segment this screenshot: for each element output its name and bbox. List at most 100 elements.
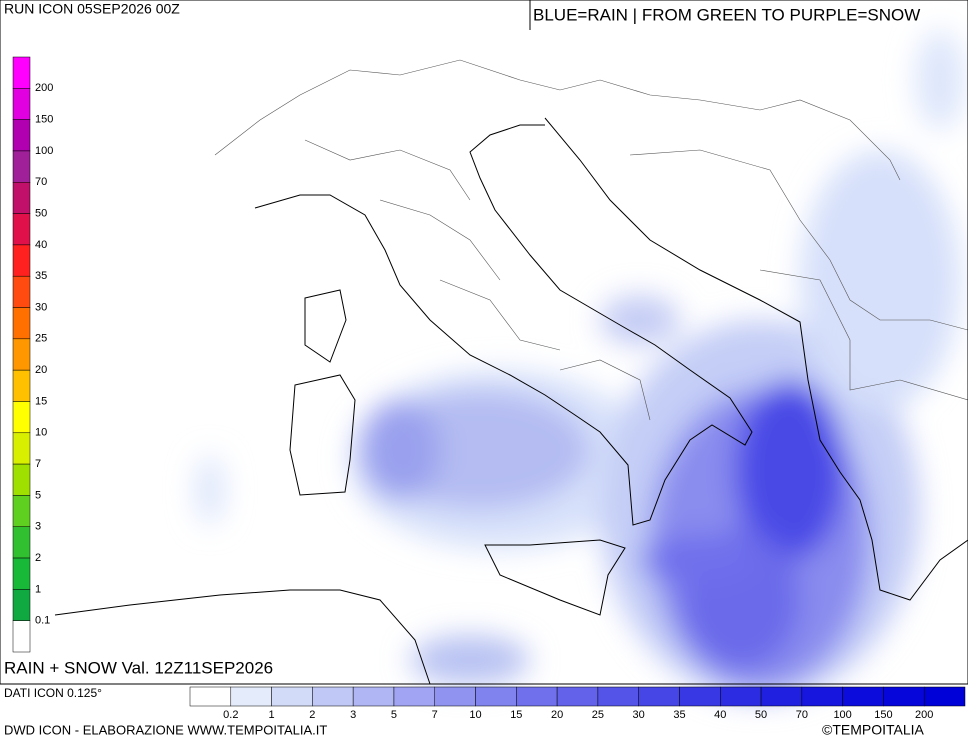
credit: DWD ICON - ELABORAZIONE WWW.TEMPOITALIA.… bbox=[4, 722, 327, 737]
scale-label: 100 bbox=[833, 709, 851, 721]
scale-label: 100 bbox=[35, 145, 53, 157]
scale-box bbox=[12, 432, 31, 465]
scale-box bbox=[12, 182, 31, 214]
scale-label: 1 bbox=[35, 583, 41, 595]
scale-box bbox=[12, 369, 31, 402]
scale-box bbox=[12, 463, 31, 496]
scale-label: 15 bbox=[35, 395, 47, 407]
precip-area bbox=[640, 535, 760, 585]
country-borders bbox=[214, 59, 968, 401]
scale-box bbox=[760, 686, 803, 707]
scale-label: 10 bbox=[469, 709, 481, 721]
africa-coast bbox=[54, 589, 431, 685]
sardinia-coast bbox=[289, 374, 356, 496]
snow-scale: 200 150 100 70 50 40 35 30 25 20 15 10 7 5 3 2 1 0.1 bbox=[12, 56, 53, 653]
scale-box bbox=[12, 557, 31, 590]
scale-label: 30 bbox=[35, 301, 47, 313]
scale-label: 0.2 bbox=[223, 709, 238, 721]
scale-label: 5 bbox=[35, 489, 41, 501]
scale-box bbox=[434, 686, 476, 707]
scale-label: 30 bbox=[633, 709, 645, 721]
scale-label: 35 bbox=[673, 709, 685, 721]
legend-note: BLUE=RAIN | FROM GREEN TO PURPLE=SNOW bbox=[533, 5, 920, 24]
italy-coast bbox=[254, 124, 753, 526]
scale-box bbox=[12, 150, 31, 183]
corsica-coast bbox=[304, 289, 347, 363]
scale-box bbox=[352, 686, 395, 707]
precipitation-field bbox=[195, 30, 965, 700]
scale-label: 2 bbox=[309, 709, 315, 721]
scale-label: 7 bbox=[432, 709, 438, 721]
scale-box bbox=[801, 686, 843, 707]
scale-label: 200 bbox=[35, 82, 53, 94]
scale-box bbox=[883, 686, 925, 707]
scale-label: 20 bbox=[35, 364, 47, 376]
scale-box bbox=[638, 686, 680, 707]
scale-label: 7 bbox=[35, 458, 41, 470]
scale-label: 3 bbox=[35, 521, 41, 533]
brand: ©TEMPOITALIA bbox=[822, 722, 925, 738]
map-frame bbox=[0, 0, 968, 685]
scale-box bbox=[842, 686, 884, 707]
scale-label: 25 bbox=[35, 333, 47, 345]
sicily-coast bbox=[484, 539, 626, 616]
scale-box bbox=[720, 686, 762, 707]
scale-label: 150 bbox=[35, 114, 53, 126]
scale-label: 20 bbox=[551, 709, 563, 721]
scale-label: 3 bbox=[350, 709, 356, 721]
scale-label: 200 bbox=[915, 709, 933, 721]
valid-time: RAIN + SNOW Val. 12Z11SEP2026 bbox=[4, 658, 273, 677]
scale-label: 150 bbox=[874, 709, 892, 721]
scale-label: 15 bbox=[510, 709, 522, 721]
precip-area bbox=[195, 455, 225, 525]
scale-box bbox=[12, 275, 31, 308]
scale-box bbox=[556, 686, 599, 707]
scale-box bbox=[12, 401, 31, 434]
scale-box bbox=[271, 686, 313, 707]
scale-label: 40 bbox=[714, 709, 726, 721]
scale-label: 40 bbox=[35, 239, 47, 251]
scale-box bbox=[12, 88, 31, 120]
scale-box bbox=[12, 119, 31, 152]
scale-box bbox=[12, 526, 31, 559]
scale-label: 10 bbox=[35, 427, 47, 439]
precip-area bbox=[360, 400, 440, 500]
rain-scale: 0.2 1 2 3 5 7 10 15 20 25 30 35 40 50 70 100 150 200 bbox=[189, 686, 966, 721]
scale-label: 1 bbox=[269, 709, 275, 721]
scale-label: 25 bbox=[592, 709, 604, 721]
scale-label: 70 bbox=[35, 176, 47, 188]
data-source: DATI ICON 0.125° bbox=[4, 686, 102, 700]
coastlines bbox=[54, 59, 968, 685]
precip-area bbox=[800, 150, 960, 410]
scale-box bbox=[12, 620, 31, 653]
scale-label: 2 bbox=[35, 552, 41, 564]
scale-box bbox=[12, 338, 31, 371]
scale-box bbox=[312, 686, 354, 707]
scale-box bbox=[12, 244, 31, 277]
scale-box bbox=[12, 213, 31, 246]
run-label: RUN ICON 05SEP2026 00Z bbox=[4, 1, 180, 17]
scale-label: 5 bbox=[391, 709, 397, 721]
scale-label: 50 bbox=[755, 709, 767, 721]
scale-box bbox=[12, 307, 31, 340]
scale-label: 50 bbox=[35, 207, 47, 219]
scale-box bbox=[597, 686, 639, 707]
scale-box bbox=[679, 686, 721, 707]
precip-area bbox=[600, 295, 680, 345]
scale-box bbox=[230, 686, 272, 707]
scale-box bbox=[475, 686, 517, 707]
precip-area bbox=[915, 30, 965, 130]
precip-area bbox=[410, 635, 530, 685]
scale-box bbox=[923, 686, 966, 707]
scale-box bbox=[189, 686, 232, 707]
scale-box bbox=[12, 589, 31, 621]
scale-box bbox=[12, 495, 31, 527]
scale-label: 70 bbox=[796, 709, 808, 721]
scale-box bbox=[516, 686, 558, 707]
scale-label: 35 bbox=[35, 270, 47, 282]
region-borders bbox=[304, 139, 651, 421]
scale-box bbox=[12, 56, 31, 89]
balkan-coast bbox=[544, 117, 968, 601]
